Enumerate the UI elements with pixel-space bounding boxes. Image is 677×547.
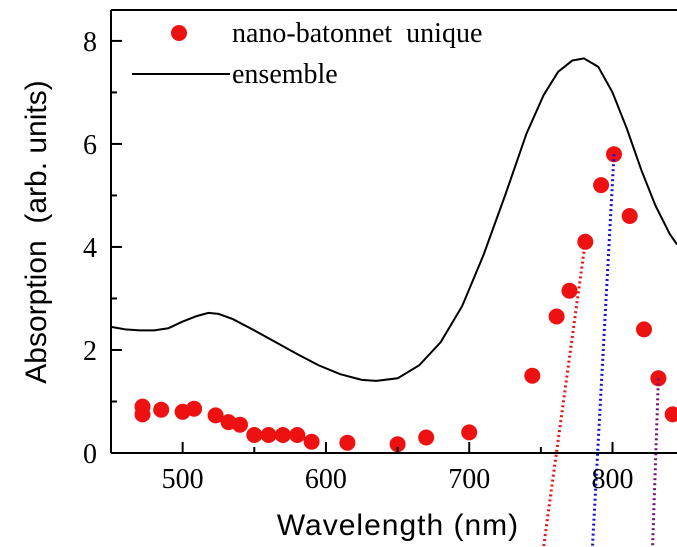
guide-lines-layer: [542, 154, 660, 547]
single-rod-point: [339, 434, 356, 451]
single-rod-point: [593, 177, 610, 194]
legend-label-single-rod: nano-batonnet unique: [232, 18, 482, 49]
ensemble-line: [111, 57, 677, 382]
single-rod-point: [548, 308, 565, 325]
single-rod-point: [289, 427, 306, 443]
single-rod-point: [260, 427, 277, 443]
single-rod-point: [389, 436, 406, 453]
legend-label-ensemble: ensemble: [232, 59, 338, 90]
dotted-guide-line: [651, 378, 660, 547]
ensemble-layer: [111, 57, 677, 382]
y-tick-label: 2: [83, 336, 97, 367]
y-tick-label: 0: [83, 439, 97, 470]
legend-marker-single-rod: [171, 25, 187, 41]
single-rod-point: [274, 427, 291, 443]
points-layer: [134, 146, 677, 453]
single-rod-point: [561, 282, 578, 299]
dotted-guide-line: [542, 241, 587, 547]
y-tick-label: 6: [83, 130, 97, 161]
y-tick-label: 8: [83, 27, 97, 58]
y-axis-title: Absorption (arb. units): [20, 80, 53, 383]
single-rod-point: [461, 424, 478, 441]
single-rod-point: [664, 406, 677, 423]
single-rod-point: [207, 407, 224, 424]
single-rod-point: [232, 416, 248, 433]
single-rod-point: [636, 321, 652, 338]
plot-frame: [110, 9, 677, 454]
single-rod-point: [134, 406, 151, 423]
single-rod-point: [418, 429, 435, 446]
x-axis-title: Wavelength (nm): [277, 509, 519, 542]
y-tick-label: 4: [83, 233, 97, 264]
x-tick-label: 800: [592, 464, 634, 495]
legend: nano-batonnet unique ensemble: [132, 18, 482, 90]
x-tick-label: 600: [305, 464, 347, 495]
single-rod-point: [621, 208, 638, 224]
single-rod-point: [246, 427, 263, 443]
single-rod-point: [303, 433, 320, 450]
x-tick-label: 500: [162, 464, 204, 495]
x-axis-ticks: 500 600 700 800: [110, 442, 634, 495]
dotted-guide-line: [591, 154, 616, 547]
y-axis-ticks: 0 2 4 6 8: [83, 27, 122, 470]
single-rod-point: [153, 401, 170, 418]
single-rod-point: [524, 367, 541, 384]
single-rod-point: [186, 400, 203, 417]
x-tick-label: 700: [448, 464, 490, 495]
